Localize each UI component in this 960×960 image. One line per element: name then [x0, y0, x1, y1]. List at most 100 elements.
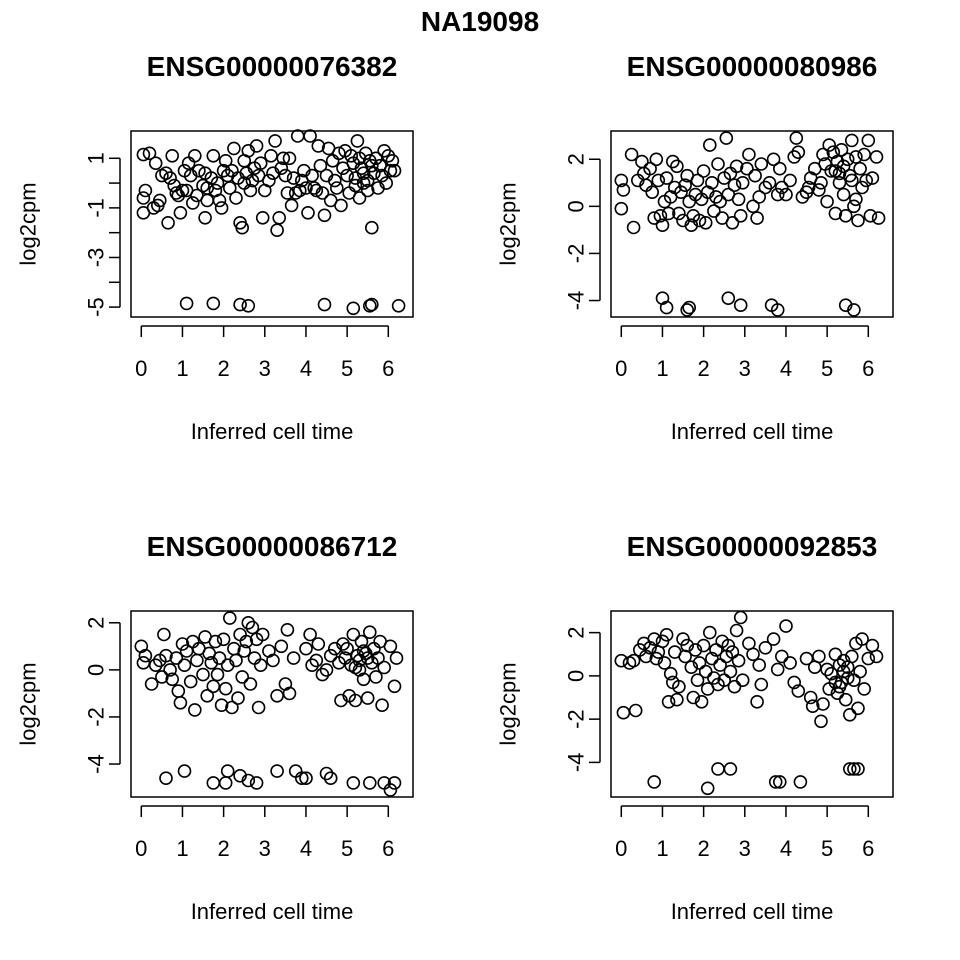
data-point: [249, 139, 264, 153]
data-point: [206, 149, 221, 163]
data-point: [672, 679, 686, 694]
data-point: [869, 150, 884, 164]
x-tick-label: 2: [698, 836, 710, 861]
data-point: [299, 181, 313, 195]
y-axis-label: log2cpm: [496, 182, 521, 265]
data-point: [816, 147, 830, 162]
data-point: [235, 220, 249, 235]
data-point: [389, 651, 404, 665]
data-point: [783, 656, 797, 670]
data-point: [746, 199, 760, 214]
data-point: [214, 201, 229, 215]
data-point: [352, 151, 367, 166]
data-point: [801, 180, 816, 195]
data-point: [210, 667, 225, 682]
data-point: [674, 185, 688, 199]
data-point: [336, 637, 350, 651]
data-point: [311, 139, 326, 153]
data-point: [334, 693, 348, 708]
y-axis-label: log2cpm: [16, 182, 41, 265]
data-point: [692, 213, 707, 228]
figure-title: NA19098: [421, 6, 539, 37]
data-point: [853, 664, 867, 679]
data-point: [842, 707, 857, 722]
data-point: [360, 173, 375, 188]
data-point: [169, 651, 184, 665]
data-point: [647, 211, 662, 225]
data-point: [851, 213, 865, 228]
data-point: [816, 697, 830, 711]
data-point: [317, 208, 332, 223]
data-point: [733, 209, 748, 223]
data-point: [387, 679, 402, 694]
data-point: [362, 298, 377, 313]
data-point: [659, 300, 674, 315]
data-point: [387, 776, 402, 790]
data-point: [735, 176, 750, 190]
data-point: [387, 163, 402, 178]
data-point: [214, 698, 229, 713]
data-point: [793, 775, 808, 789]
data-point: [653, 209, 668, 223]
x-tick-label: 6: [382, 836, 394, 861]
data-point: [251, 700, 266, 715]
data-point: [754, 677, 769, 692]
y-tick-label: 0: [564, 670, 589, 682]
data-point: [268, 134, 282, 148]
data-point: [639, 649, 653, 664]
data-point: [360, 183, 375, 198]
data-point: [688, 643, 703, 657]
y-tick-label: -4: [84, 754, 109, 774]
data-point: [319, 766, 334, 781]
data-point: [805, 699, 820, 714]
data-point: [713, 194, 727, 209]
data-point: [206, 679, 221, 694]
data-point: [362, 776, 377, 790]
data-point: [742, 147, 756, 162]
data-point: [700, 781, 715, 796]
data-point: [356, 644, 371, 658]
data-point: [723, 664, 738, 679]
data-point: [364, 297, 379, 312]
data-point: [680, 638, 695, 653]
data-point: [849, 192, 863, 207]
data-point: [301, 206, 315, 220]
panel-title: ENSG00000086712: [147, 531, 398, 562]
data-point: [735, 673, 750, 688]
data-point: [733, 610, 748, 625]
data-point: [665, 154, 680, 169]
data-point: [659, 627, 674, 642]
data-point: [762, 176, 777, 190]
plot-frame: [610, 610, 894, 798]
data-point: [748, 168, 762, 183]
y-tick-label: 2: [564, 153, 589, 165]
data-point: [770, 187, 785, 202]
y-tick-label: -1: [84, 198, 109, 218]
data-point: [364, 220, 379, 235]
data-point: [243, 183, 258, 198]
data-point: [789, 131, 804, 145]
data-point: [212, 651, 227, 665]
data-point: [772, 775, 787, 789]
data-point: [284, 198, 299, 213]
data-point: [847, 762, 861, 776]
data-point: [702, 625, 717, 640]
data-point: [237, 644, 251, 658]
data-point: [157, 627, 171, 642]
data-point: [820, 662, 834, 677]
data-point: [266, 653, 280, 668]
data-point: [334, 198, 348, 213]
data-point: [173, 206, 188, 220]
data-point: [729, 623, 744, 638]
data-point: [243, 677, 258, 691]
x-tick-label: 6: [382, 356, 394, 381]
data-point: [208, 634, 223, 649]
data-point: [352, 191, 367, 205]
data-points: [614, 610, 884, 796]
data-point: [206, 296, 221, 311]
x-axis-label: Inferred cell time: [191, 419, 354, 444]
data-point: [299, 641, 313, 656]
data-point: [229, 653, 243, 668]
data-point: [814, 176, 828, 190]
data-point: [791, 145, 806, 159]
